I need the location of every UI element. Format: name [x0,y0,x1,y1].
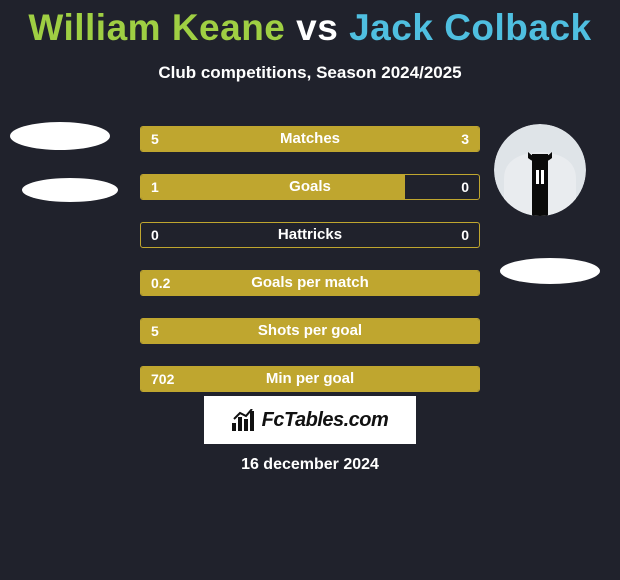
subtitle: Club competitions, Season 2024/2025 [0,63,620,83]
stat-row: Goals per match0.2 [140,270,480,296]
bar-left-fill [141,319,479,343]
stat-value-right: 0 [461,223,469,247]
logo-bars-icon [232,409,258,431]
logo-text: FcTables.com [262,409,389,432]
stat-row: Goals10 [140,174,480,200]
jersey-icon [494,124,586,216]
placeholder-oval [10,122,110,150]
stat-row: Matches53 [140,126,480,152]
stat-row: Hattricks0 0 [140,222,480,248]
stats-bars: Matches53Goals10Hattricks00Goals per mat… [140,126,480,414]
player1-name: William Keane [28,7,285,48]
player2-avatar [494,124,586,216]
stat-label: Hattricks [141,223,479,247]
bar-left-fill [141,175,405,199]
date: 16 december 2024 [0,456,620,474]
stat-value-right: 0 [461,175,469,199]
placeholder-oval [22,178,118,202]
placeholder-oval [500,258,600,284]
vs-word: vs [296,7,338,48]
stat-value-left: 0 [151,223,159,247]
bar-left-fill [141,367,479,391]
fctables-logo: FcTables.com [204,396,416,444]
bar-left-fill [141,271,479,295]
comparison-infographic: William Keane vs Jack Colback Club compe… [0,0,620,580]
stat-row: Shots per goal5 [140,318,480,344]
bar-right-fill [351,127,479,151]
bar-left-fill [141,127,351,151]
player2-name: Jack Colback [349,7,592,48]
headline: William Keane vs Jack Colback [0,0,620,49]
stat-row: Min per goal702 [140,366,480,392]
